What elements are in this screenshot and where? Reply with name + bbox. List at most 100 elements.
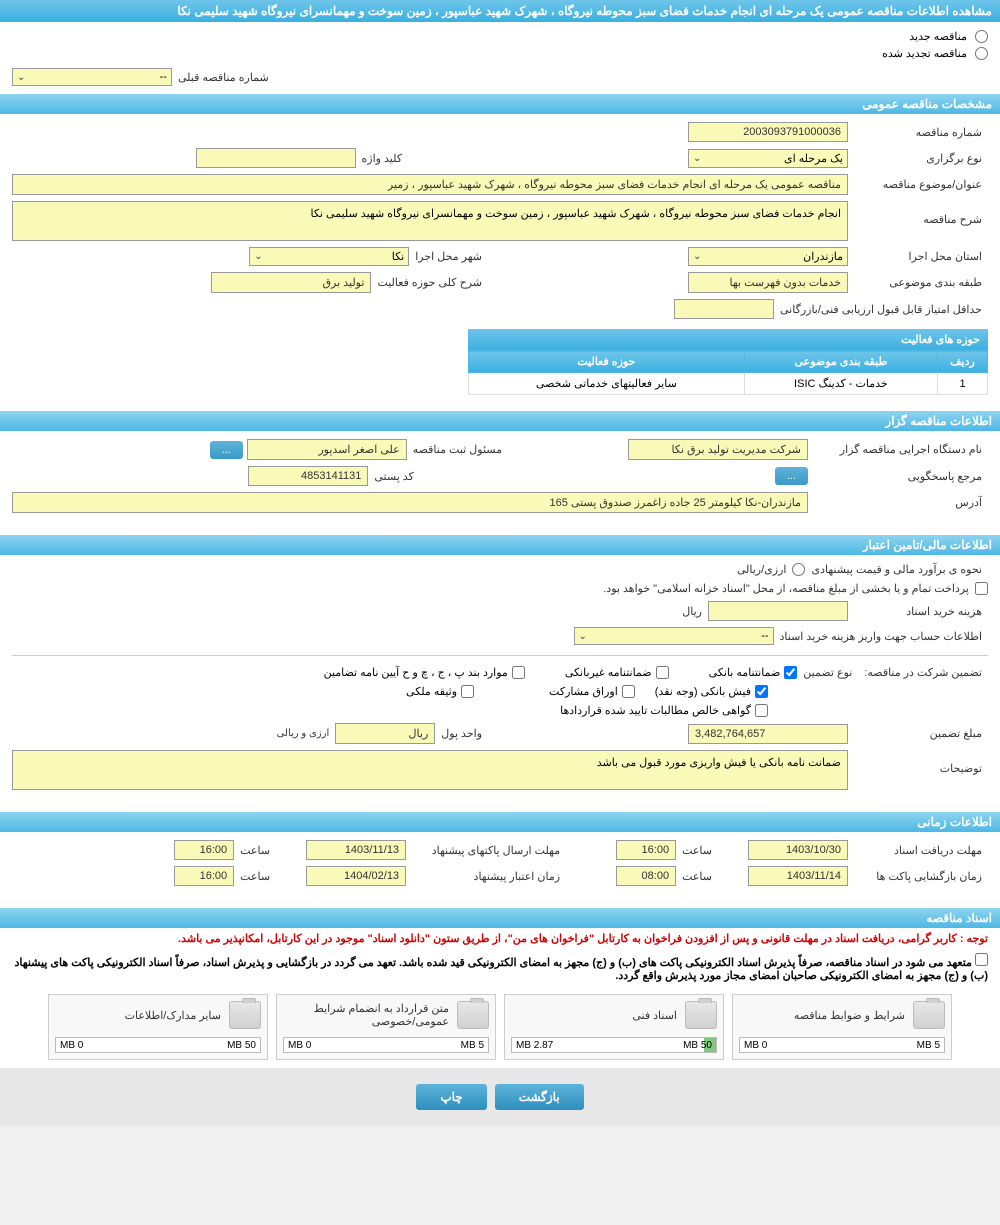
notice-red: توجه : کاربر گرامی، دریافت اسناد در مهلت… bbox=[0, 928, 1000, 949]
cb-property-label: وثیقه ملکی bbox=[406, 685, 457, 698]
org-label: نام دستگاه اجرایی مناقصه گزار bbox=[808, 443, 988, 456]
folder-icon bbox=[457, 1001, 489, 1029]
col-scope: حوزه فعالیت bbox=[469, 351, 745, 373]
cb-nonbank-label: ضمانتنامه غیربانکی bbox=[565, 666, 652, 679]
commitment-checkbox[interactable] bbox=[975, 953, 988, 966]
file-bar: 5 MB 0 MB bbox=[283, 1037, 489, 1053]
validity-label: زمان اعتبار پیشنهاد bbox=[406, 870, 566, 883]
validity-date: 1404/02/13 bbox=[306, 866, 406, 886]
keyword-field[interactable] bbox=[196, 148, 356, 168]
unit-label: واحد پول bbox=[435, 727, 488, 740]
open-time: 08:00 bbox=[616, 866, 676, 886]
treasury-note: پرداخت تمام و یا بخشی از مبلغ مناقصه، از… bbox=[597, 582, 975, 595]
back-button[interactable]: بازگشت bbox=[495, 1084, 584, 1110]
radio-renewed[interactable] bbox=[975, 47, 988, 60]
file-box[interactable]: اسناد فنی 50 MB 2.87 MB bbox=[504, 994, 724, 1060]
cb-cash-label: فیش بانکی (وجه نقد) bbox=[655, 685, 751, 698]
cb-cash[interactable] bbox=[755, 685, 768, 698]
cb-nonbank[interactable] bbox=[656, 666, 669, 679]
cb-property[interactable] bbox=[461, 685, 474, 698]
amount-label: مبلغ تضمین bbox=[848, 727, 988, 740]
tender-number-label: شماره مناقصه bbox=[848, 126, 988, 139]
registrar-label: مسئول ثبت مناقصه bbox=[407, 443, 508, 456]
chevron-down-icon: ⌄ bbox=[254, 251, 262, 262]
province-label: استان محل اجرا bbox=[848, 250, 988, 263]
category-field: خدمات بدون فهرست بها bbox=[688, 272, 848, 293]
estimate-radio-label: ارزی/ریالی bbox=[731, 563, 793, 576]
file-title: اسناد فنی bbox=[511, 1009, 677, 1022]
notes-label: توضیحات bbox=[848, 750, 988, 775]
min-score-field[interactable] bbox=[674, 299, 774, 319]
print-button[interactable]: چاپ bbox=[416, 1084, 486, 1110]
title-label: عنوان/موضوع مناقصه bbox=[848, 178, 988, 191]
cb-bonds[interactable] bbox=[622, 685, 635, 698]
cb-items-label: موارد بند پ ، ج ، چ و ح آیین نامه تضامین bbox=[324, 666, 508, 679]
doc-cost-field[interactable] bbox=[708, 601, 848, 621]
cb-contract[interactable] bbox=[755, 704, 768, 717]
category-label: طبقه بندی موضوعی bbox=[848, 276, 988, 289]
tender-number: 2003093791000036 bbox=[688, 122, 848, 142]
responder-button[interactable]: ... bbox=[775, 467, 808, 485]
submit-label: مهلت ارسال پاکتهای پیشنهاد bbox=[406, 844, 566, 857]
postal-field: 4853141131 bbox=[248, 466, 368, 486]
prev-number-select[interactable]: -- ⌄ bbox=[12, 68, 172, 86]
estimate-radio[interactable] bbox=[792, 563, 805, 576]
address-label: آدرس bbox=[808, 496, 988, 509]
activity-table-title: حوزه های فعالیت bbox=[468, 329, 988, 350]
activity-table: ردیف طبقه بندی موضوعی حوزه فعالیت 1خدمات… bbox=[468, 350, 988, 395]
org-field: شرکت مدیریت تولید برق نکا bbox=[628, 439, 808, 460]
receive-label: مهلت دریافت اسناد bbox=[848, 844, 988, 857]
receive-time: 16:00 bbox=[616, 840, 676, 860]
receive-date: 1403/10/30 bbox=[748, 840, 848, 860]
chevron-down-icon: ⌄ bbox=[693, 153, 701, 164]
notes-field: ضمانت نامه بانکی یا فیش واریزی مورد قبول… bbox=[12, 750, 848, 790]
guarantee-type-label: نوع تضمین bbox=[797, 666, 858, 679]
file-box[interactable]: سایر مدارک/اطلاعات 50 MB 0 MB bbox=[48, 994, 268, 1060]
account-info-select[interactable]: -- ⌄ bbox=[574, 627, 774, 645]
submit-date: 1403/11/13 bbox=[306, 840, 406, 860]
cb-contract-label: گواهی خالص مطالبات تایید شده قراردادها bbox=[560, 704, 751, 717]
file-box[interactable]: شرایط و ضوابط مناقصه 5 MB 0 MB bbox=[732, 994, 952, 1060]
open-date: 1403/11/14 bbox=[748, 866, 848, 886]
city-label: شهر محل اجرا bbox=[409, 250, 488, 263]
keyword-label: کلید واژه bbox=[356, 152, 408, 165]
registrar-more-button[interactable]: ... bbox=[210, 441, 243, 459]
city-select[interactable]: نکا ⌄ bbox=[249, 247, 409, 266]
section-documents: اسناد مناقصه bbox=[0, 908, 1000, 928]
open-label: زمان بازگشایی پاکت ها bbox=[848, 870, 988, 883]
col-category: طبقه بندی موضوعی bbox=[744, 351, 937, 373]
file-title: شرایط و ضوابط مناقصه bbox=[739, 1009, 905, 1022]
description-label: شرح مناقصه bbox=[848, 201, 988, 226]
section-organizer: اطلاعات مناقصه گزار bbox=[0, 411, 1000, 431]
cb-items[interactable] bbox=[512, 666, 525, 679]
registrar-field: علی اصغر اسدپور bbox=[247, 439, 407, 460]
postal-label: کد پستی bbox=[368, 470, 419, 483]
chevron-down-icon: ⌄ bbox=[579, 631, 587, 642]
treasury-checkbox[interactable] bbox=[975, 582, 988, 595]
amount-field: 3,482,764,657 bbox=[688, 724, 848, 744]
table-row: 1خدمات - کدینگ ISICسایر فعالیتهای خدماتی… bbox=[469, 373, 988, 395]
notice-black: متعهد می شود در اسناد مناقصه، صرفاً پذیر… bbox=[0, 949, 1000, 986]
currency-type: ارزی و ریالی bbox=[271, 728, 336, 739]
folder-icon bbox=[229, 1001, 261, 1029]
time-label-2: ساعت bbox=[234, 844, 276, 857]
time-label-4: ساعت bbox=[234, 870, 276, 883]
file-bar: 50 MB 0 MB bbox=[55, 1037, 261, 1053]
time-label-1: ساعت bbox=[676, 844, 718, 857]
holding-type-select[interactable]: یک مرحله ای ⌄ bbox=[688, 149, 848, 168]
folder-icon bbox=[685, 1001, 717, 1029]
radio-new-label: مناقصه جدید bbox=[909, 30, 967, 43]
radio-new[interactable] bbox=[975, 30, 988, 43]
scope-field: تولید برق bbox=[211, 272, 371, 293]
unit-field: ریال bbox=[335, 723, 435, 744]
file-bar: 5 MB 0 MB bbox=[739, 1037, 945, 1053]
file-box[interactable]: متن قرارداد به انضمام شرایط عمومی/خصوصی … bbox=[276, 994, 496, 1060]
section-financial: اطلاعات مالی/تامین اعتبار bbox=[0, 535, 1000, 555]
file-title: سایر مدارک/اطلاعات bbox=[55, 1009, 221, 1022]
submit-time: 16:00 bbox=[174, 840, 234, 860]
col-row: ردیف bbox=[938, 351, 988, 373]
doc-cost-label: هزینه خرید اسناد bbox=[848, 605, 988, 618]
cb-bank[interactable] bbox=[784, 666, 797, 679]
province-select[interactable]: مازندران ⌄ bbox=[688, 247, 848, 266]
holding-type-label: نوع برگزاری bbox=[848, 152, 988, 165]
